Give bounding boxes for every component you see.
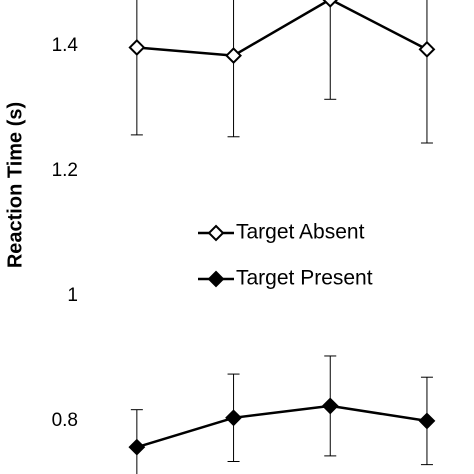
legend-label: Target Present — [236, 267, 373, 290]
marker — [207, 224, 225, 242]
y-tick-label: 1 — [67, 285, 78, 306]
marker — [418, 412, 436, 430]
marker — [322, 0, 339, 8]
marker — [321, 397, 339, 415]
marker — [128, 39, 146, 56]
marker — [207, 270, 225, 288]
y-tick-label: 1.4 — [52, 35, 79, 56]
marker — [225, 47, 242, 64]
y-tick-label: 1.2 — [52, 160, 78, 181]
marker — [128, 438, 146, 456]
y-tick-label: 0.8 — [52, 410, 78, 431]
series-line — [136, 0, 428, 57]
series-line — [136, 404, 428, 449]
legend-label: Target Absent — [236, 221, 365, 244]
marker — [225, 409, 242, 427]
y-axis-label: Reaction Time (s) — [4, 102, 26, 268]
marker — [418, 40, 436, 58]
